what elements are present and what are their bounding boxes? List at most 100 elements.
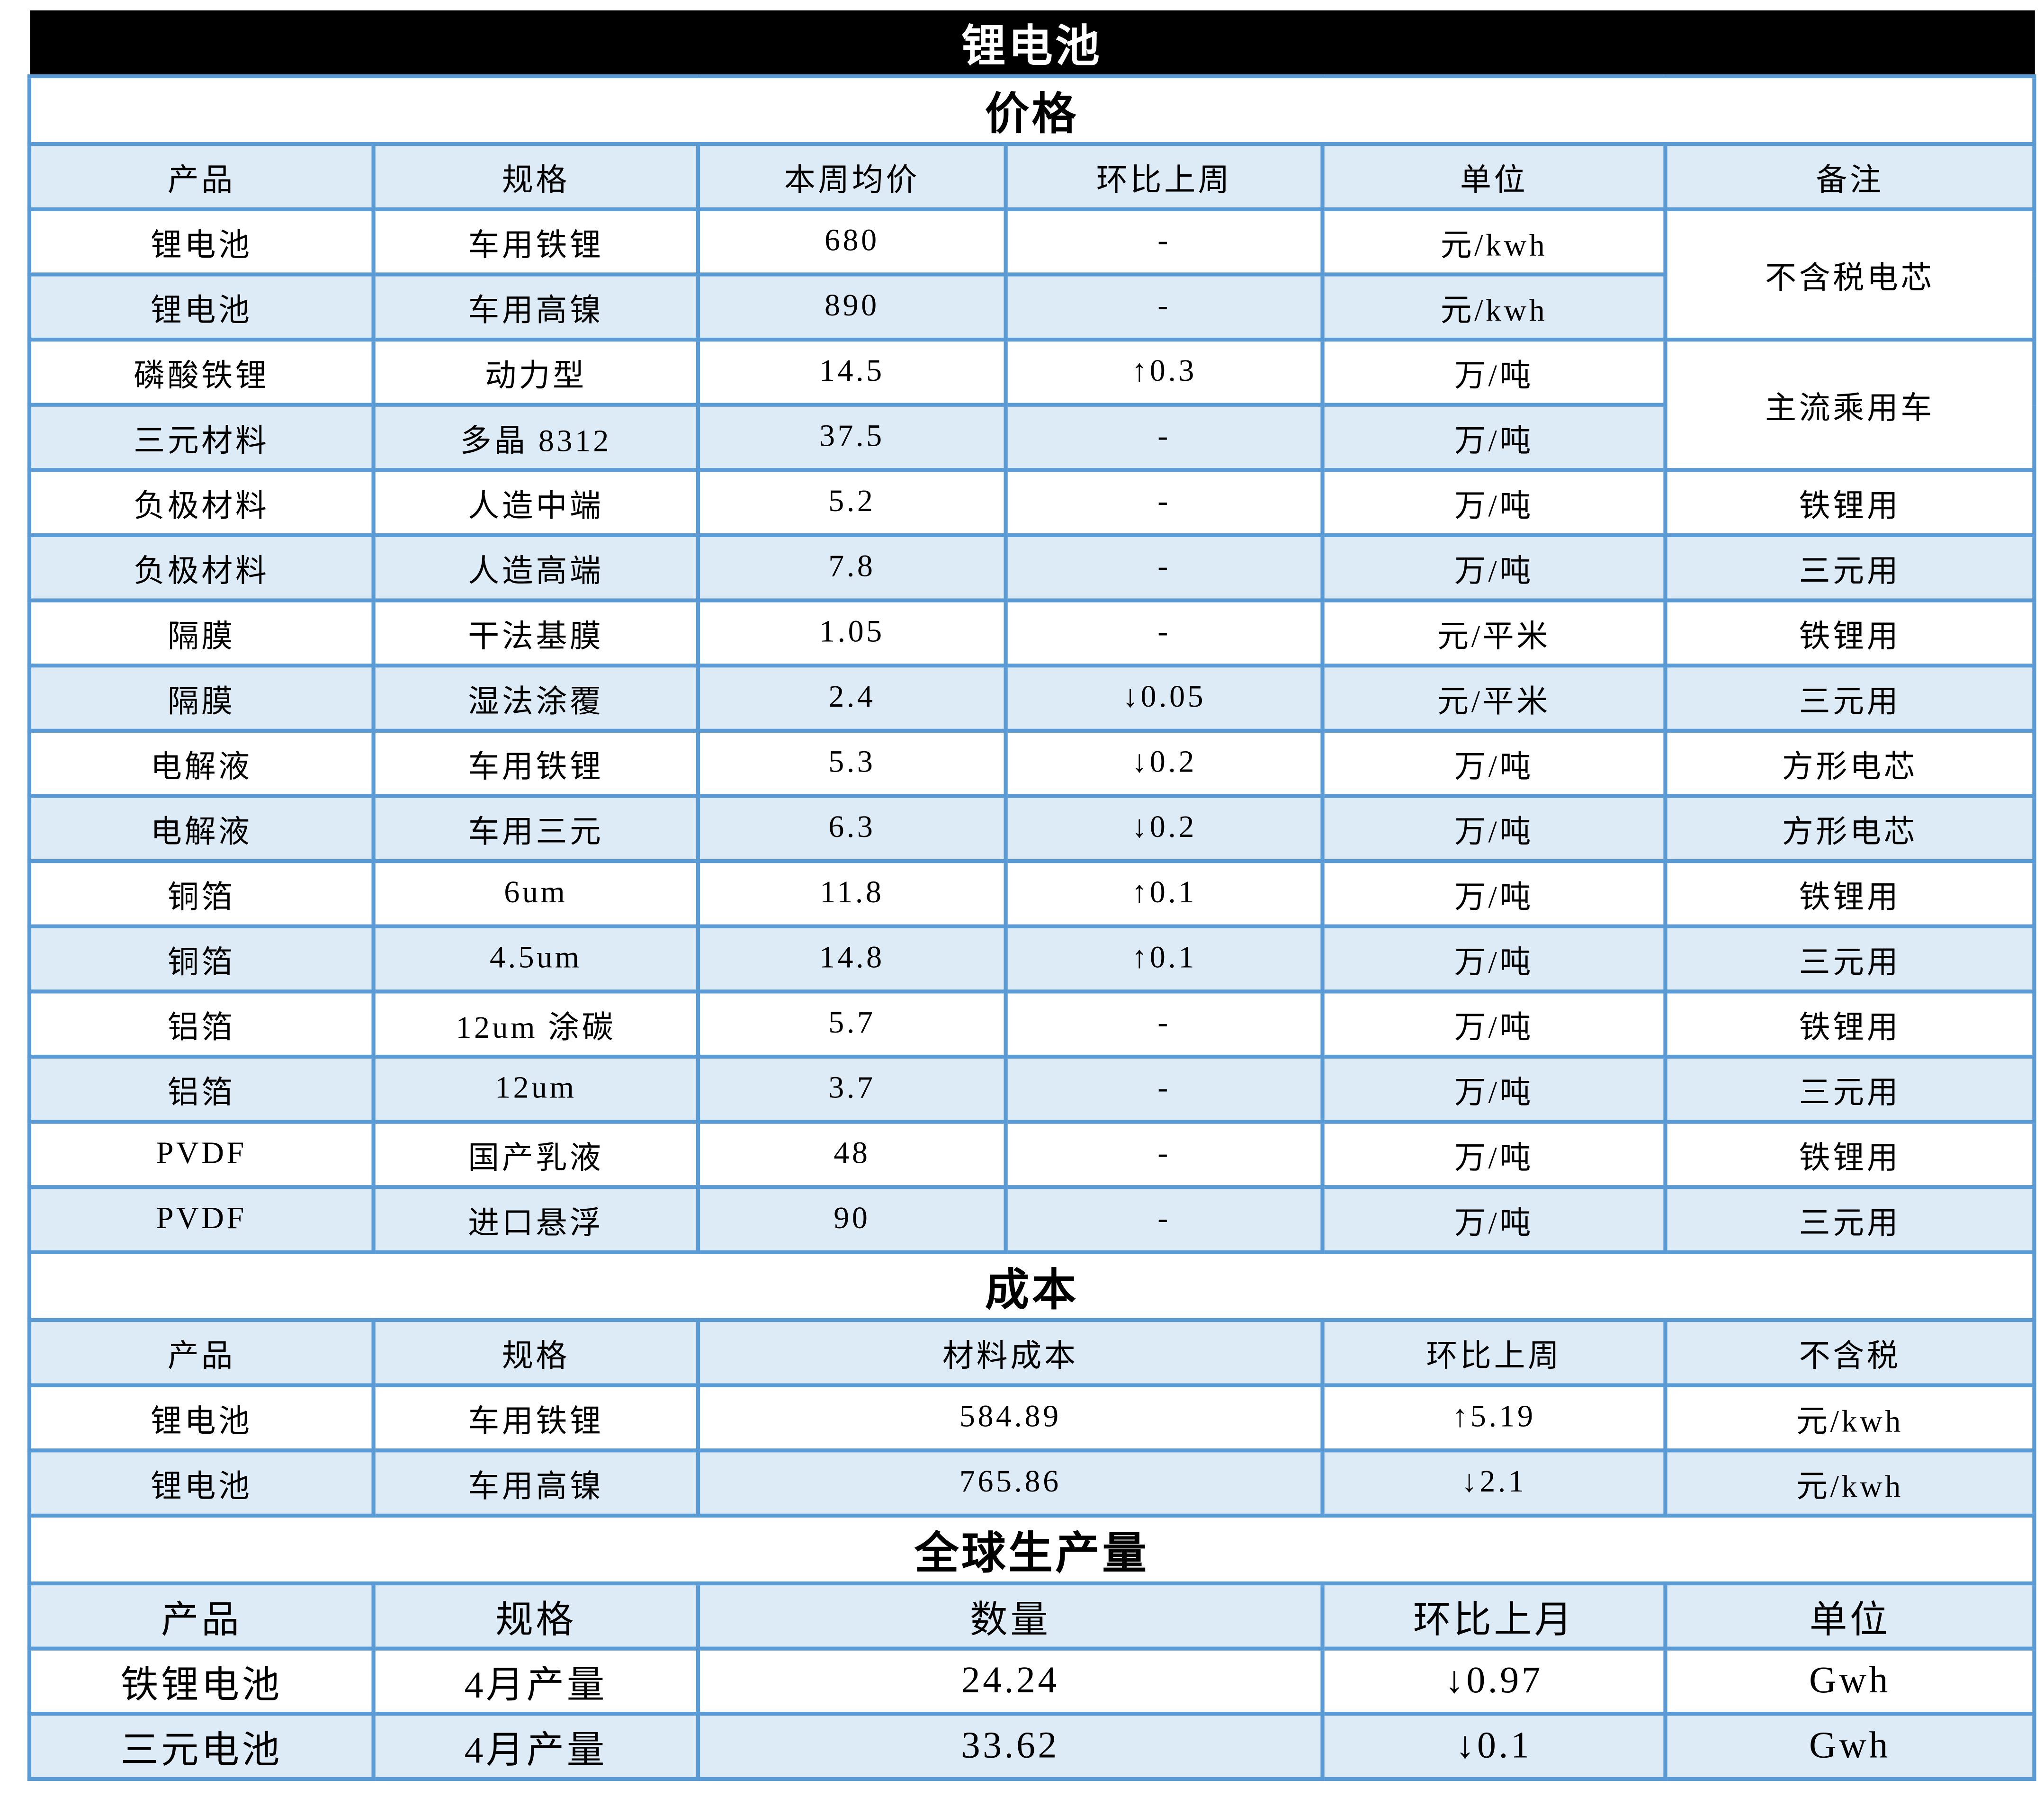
section-title-production: 全球生产量: [27, 1513, 2036, 1586]
main-title-row: 锂电池: [29, 10, 2035, 79]
column-header: 环比上周: [1320, 1318, 1667, 1387]
column-header: 规格: [371, 142, 700, 211]
section-title-row: 价格: [27, 74, 2036, 146]
column-header: 不含税: [1663, 1318, 2036, 1387]
table-cell: 元/kwh: [1663, 1383, 2036, 1453]
column-header: 单位: [1320, 142, 1667, 211]
table-cell: 铜箔: [27, 859, 376, 928]
table-row: 铝箔 12um 3.7- 万/吨 三元用: [27, 1054, 2036, 1124]
table-cell: 1.05: [696, 598, 1008, 668]
note-cell: 铁锂用: [1663, 468, 2036, 538]
table-cell: 干法基膜: [371, 598, 700, 668]
table-cell: ↓2.1: [1320, 1448, 1667, 1518]
table-row: 铜箔 4.5um 14.8 ↑0.1 万/吨 三元用: [27, 924, 2036, 994]
table-cell: 动力型: [371, 337, 700, 407]
table-cell: 国产乳液: [371, 1120, 700, 1189]
table-cell: 7.8: [696, 533, 1008, 602]
table-cell: Gwh: [1663, 1712, 2036, 1781]
table-cell: -: [1004, 533, 1325, 602]
table-cell: 14.5: [696, 337, 1008, 407]
table-cell: 铝箔: [27, 1054, 376, 1124]
table-cell: 万/吨: [1320, 533, 1667, 602]
table-cell: 584.89: [696, 1383, 1325, 1453]
table-cell: 14.8: [696, 924, 1008, 994]
table-cell: 元/平米: [1320, 664, 1667, 733]
table-cell: 37.5: [696, 403, 1008, 472]
column-header: 规格: [371, 1581, 700, 1651]
table-cell: -: [1004, 272, 1325, 342]
table-cell: ↑0.1: [1004, 924, 1325, 994]
table-cell: 万/吨: [1320, 1054, 1667, 1124]
note-cell: 三元用: [1663, 1185, 2036, 1255]
table-cell: 铁锂电池: [27, 1646, 376, 1716]
table-cell: 元/kwh: [1320, 272, 1667, 342]
table-cell: 三元电池: [27, 1712, 376, 1781]
table-cell: 90: [696, 1185, 1008, 1255]
table-cell: 4月产量: [371, 1712, 700, 1781]
table-cell: ↓0.97: [1320, 1646, 1667, 1716]
column-header: 备注: [1663, 142, 2036, 211]
table-cell: 铜箔: [27, 924, 376, 994]
table-cell: 进口悬浮: [371, 1185, 700, 1255]
table-cell: 人造高端: [371, 533, 700, 602]
table-cell: ↑0.3: [1004, 337, 1325, 407]
table-cell: ↓0.2: [1004, 728, 1325, 798]
table-row: 锂电池 车用高镍 765.86 ↓2.1 元/kwh: [27, 1448, 2036, 1518]
table-cell: 锂电池: [27, 1448, 376, 1518]
table-cell: 万/吨: [1320, 989, 1667, 1059]
table-row: 锂电池 车用铁锂 680- 元/kwh 不含税电芯: [27, 207, 2036, 342]
table-cell: 锂电池: [27, 1383, 376, 1453]
section-title-cost: 成本: [27, 1250, 2036, 1322]
table-row: 铝箔 12um 涂碳 5.7- 万/吨 铁锂用: [27, 989, 2036, 1059]
note-cell: 铁锂用: [1663, 859, 2036, 928]
table-row: 电解液 车用铁锂 5.3 ↓0.2 万/吨 方形电芯: [27, 728, 2036, 798]
table-cell: 2.4: [696, 664, 1008, 733]
table-cell: 车用三元: [371, 794, 700, 863]
table-cell: 万/吨: [1320, 468, 1667, 538]
table-cell: -: [1004, 468, 1325, 538]
table-cell: 890: [696, 272, 1008, 342]
table-row: 铜箔 6um 11.8 ↑0.1 万/吨 铁锂用: [27, 859, 2036, 928]
table-cell: -: [1004, 989, 1325, 1059]
note-cell: 三元用: [1663, 924, 2036, 994]
table-row: PVDF 进口悬浮 90- 万/吨 三元用: [27, 1185, 2036, 1255]
column-header: 产品: [27, 1581, 376, 1651]
table-cell: -: [1004, 403, 1325, 472]
table-cell: 12um: [371, 1054, 700, 1124]
note-cell: 不含税电芯: [1663, 207, 2036, 342]
table-cell: 三元材料: [27, 403, 376, 472]
table-cell: 24.24: [696, 1646, 1325, 1716]
header-row: 产品 规格 本周均价 环比上周 单位 备注: [27, 142, 2036, 211]
table-cell: 6um: [371, 859, 700, 928]
table-cell: 765.86: [696, 1448, 1325, 1518]
table-cell: 3.7: [696, 1054, 1008, 1124]
table-cell: 12um 涂碳: [371, 989, 700, 1059]
table-cell: 680: [696, 207, 1008, 277]
table-cell: PVDF: [27, 1185, 376, 1255]
table-row: 锂电池 车用铁锂 584.89 ↑5.19 元/kwh: [27, 1383, 2036, 1453]
table-cell: 万/吨: [1320, 728, 1667, 798]
table-cell: 负极材料: [27, 533, 376, 602]
section-title-row: 成本: [27, 1250, 2036, 1322]
table-cell: 万/吨: [1320, 337, 1667, 407]
table-cell: 隔膜: [27, 664, 376, 733]
column-header: 数量: [696, 1581, 1325, 1651]
table-cell: ↑5.19: [1320, 1383, 1667, 1453]
note-cell: 方形电芯: [1663, 794, 2036, 863]
table-cell: 锂电池: [27, 207, 376, 277]
table-cell: 5.7: [696, 989, 1008, 1059]
note-cell: 三元用: [1663, 1054, 2036, 1124]
table-cell: 元/kwh: [1663, 1448, 2036, 1518]
table-cell: 5.3: [696, 728, 1008, 798]
header-row: 产品 规格 数量 环比上月 单位: [27, 1581, 2036, 1651]
table-cell: -: [1004, 207, 1325, 277]
table-cell: 车用高镍: [371, 1448, 700, 1518]
table-cell: 车用铁锂: [371, 207, 700, 277]
section-title-row: 全球生产量: [27, 1513, 2036, 1586]
table-cell: PVDF: [27, 1120, 376, 1189]
column-header: 环比上月: [1320, 1581, 1667, 1651]
note-cell: 三元用: [1663, 533, 2036, 602]
note-cell: 三元用: [1663, 664, 2036, 733]
table-cell: 万/吨: [1320, 403, 1667, 472]
table-cell: 11.8: [696, 859, 1008, 928]
